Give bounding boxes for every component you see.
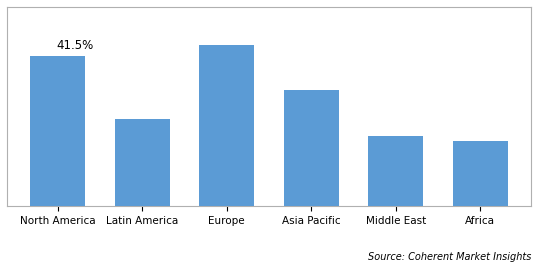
- Bar: [284, 90, 339, 206]
- Bar: [115, 119, 169, 206]
- Bar: [30, 56, 85, 206]
- Bar: [453, 141, 508, 206]
- Bar: [199, 45, 254, 206]
- Bar: [369, 136, 423, 206]
- Text: Source: Coherent Market Insights: Source: Coherent Market Insights: [367, 252, 531, 262]
- Text: 41.5%: 41.5%: [56, 39, 93, 52]
